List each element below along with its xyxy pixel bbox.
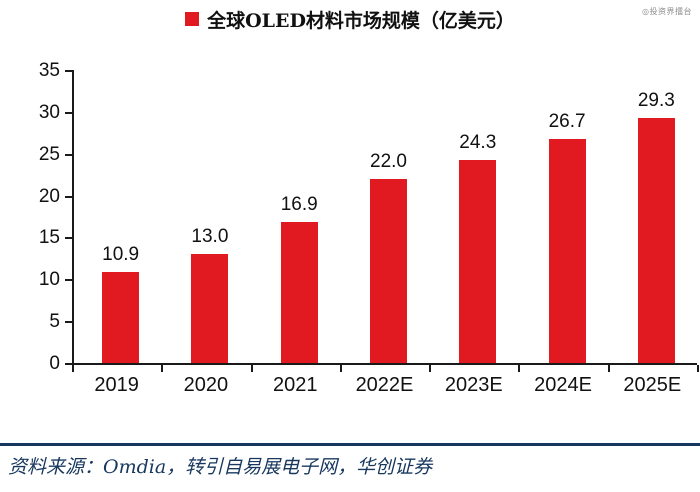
- legend-label: 全球OLED材料市场规模（亿美元）: [207, 9, 515, 32]
- y-tick-label: 15: [38, 227, 60, 249]
- y-tick: [65, 153, 72, 156]
- y-tick-label: 35: [38, 60, 60, 81]
- bar: [191, 254, 229, 363]
- watermark: ◎投资界擂台: [642, 7, 692, 16]
- y-tick-label: 5: [49, 311, 60, 333]
- bar: [102, 271, 140, 363]
- bar: [280, 221, 318, 363]
- y-tick: [65, 70, 72, 72]
- y-tick-label: 25: [38, 143, 60, 165]
- bar-value-label: 26.7: [548, 111, 586, 133]
- y-tick: [65, 321, 72, 324]
- bar: [459, 159, 497, 363]
- x-axis-line: [72, 363, 697, 365]
- y-tick: [65, 195, 72, 198]
- bar: [370, 178, 407, 363]
- x-tick: [518, 365, 521, 372]
- footer-divider: [0, 443, 700, 446]
- y-tick: [65, 279, 72, 282]
- y-tick-label: 20: [38, 185, 60, 207]
- legend-marker-icon: [185, 12, 200, 26]
- x-tick: [72, 365, 74, 372]
- chart-legend: 全球OLED材料市场规模（亿美元）: [0, 8, 700, 32]
- bar-value-label: 29.3: [637, 89, 675, 111]
- y-tick: [65, 111, 72, 114]
- x-tick: [161, 365, 164, 372]
- x-tick: [250, 365, 253, 372]
- bar-value-label: 16.9: [280, 193, 318, 215]
- bar-value-label: 10.9: [102, 243, 140, 265]
- y-tick-label: 30: [38, 101, 60, 123]
- bar: [548, 139, 586, 363]
- x-tick: [339, 365, 342, 372]
- y-tick-label: 10: [38, 269, 60, 291]
- bar-chart-plot-area: 0 5 10 15 20 25 30 35 10.9 2019 13.0 2020 16.9 2021 22…: [38, 60, 699, 396]
- x-tick: [607, 365, 610, 372]
- y-tick: [65, 237, 72, 240]
- x-tick-label: 2024E: [534, 374, 592, 396]
- bar-value-label: 13.0: [191, 226, 229, 248]
- x-tick-label: 2025E: [623, 374, 682, 396]
- x-tick-label: 2022E: [355, 374, 414, 396]
- x-tick-label: 2023E: [444, 374, 503, 396]
- x-tick-label: 2021: [272, 374, 318, 396]
- y-axis-line: [72, 70, 74, 365]
- bar-value-label: 22.0: [370, 150, 407, 172]
- x-tick: [697, 365, 699, 372]
- x-tick-label: 2019: [94, 374, 139, 396]
- x-tick-label: 2020: [183, 374, 229, 396]
- y-tick: [65, 363, 72, 365]
- bar: [637, 117, 675, 363]
- x-tick: [429, 365, 432, 372]
- y-tick-label: 0: [49, 353, 60, 374]
- source-attribution: 资料来源：Omdia，转引自易展电子网，华创证券: [8, 456, 433, 478]
- bar-value-label: 24.3: [459, 131, 497, 153]
